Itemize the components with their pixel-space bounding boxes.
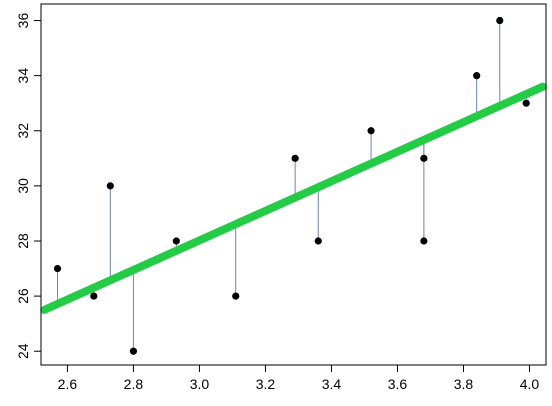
x-tick-label-1: 2.8: [124, 376, 144, 392]
data-point-8: [367, 127, 375, 135]
y-tick-label-1: 26: [15, 288, 31, 304]
data-point-1: [90, 292, 98, 300]
data-point-9: [420, 154, 428, 162]
x-tick-label-0: 2.6: [58, 376, 78, 392]
data-point-0: [53, 264, 62, 273]
y-tick-label-5: 34: [15, 68, 31, 84]
x-tick-label-5: 3.6: [388, 376, 408, 392]
x-tick-label-4: 3.4: [322, 376, 342, 392]
residual-lines: [57, 20, 527, 352]
regression-line: [40, 82, 547, 314]
data-point-11: [473, 72, 481, 80]
data-point-3: [129, 347, 138, 355]
data-point-10: [420, 237, 428, 245]
data-point-4: [172, 237, 180, 245]
y-tick-label-3: 30: [15, 178, 31, 194]
data-point-12: [496, 16, 504, 25]
x-tick-label-7: 4.0: [520, 376, 540, 392]
x-tick-label-2: 3.0: [190, 376, 210, 392]
y-tick-label-4: 32: [15, 123, 31, 139]
data-point-7: [314, 237, 322, 245]
data-point-5: [232, 292, 240, 300]
data-point-6: [291, 154, 299, 162]
x-tick-label-3: 3.2: [256, 376, 276, 392]
data-point-2: [106, 182, 114, 190]
y-axis: 24 26 28 30 32 34 36: [15, 13, 41, 359]
y-tick-label-0: 24: [15, 343, 31, 359]
x-axis: 2.6 2.8 3.0 3.2 3.4 3.6 3.8 4.0: [58, 365, 540, 392]
plot-frame: [40, 3, 547, 366]
data-point-13: [522, 99, 530, 107]
y-tick-label-6: 36: [15, 13, 31, 29]
regression-line-group: [40, 82, 547, 314]
data-points: [53, 16, 530, 355]
x-tick-label-6: 3.8: [454, 376, 474, 392]
y-tick-label-2: 28: [15, 233, 31, 249]
